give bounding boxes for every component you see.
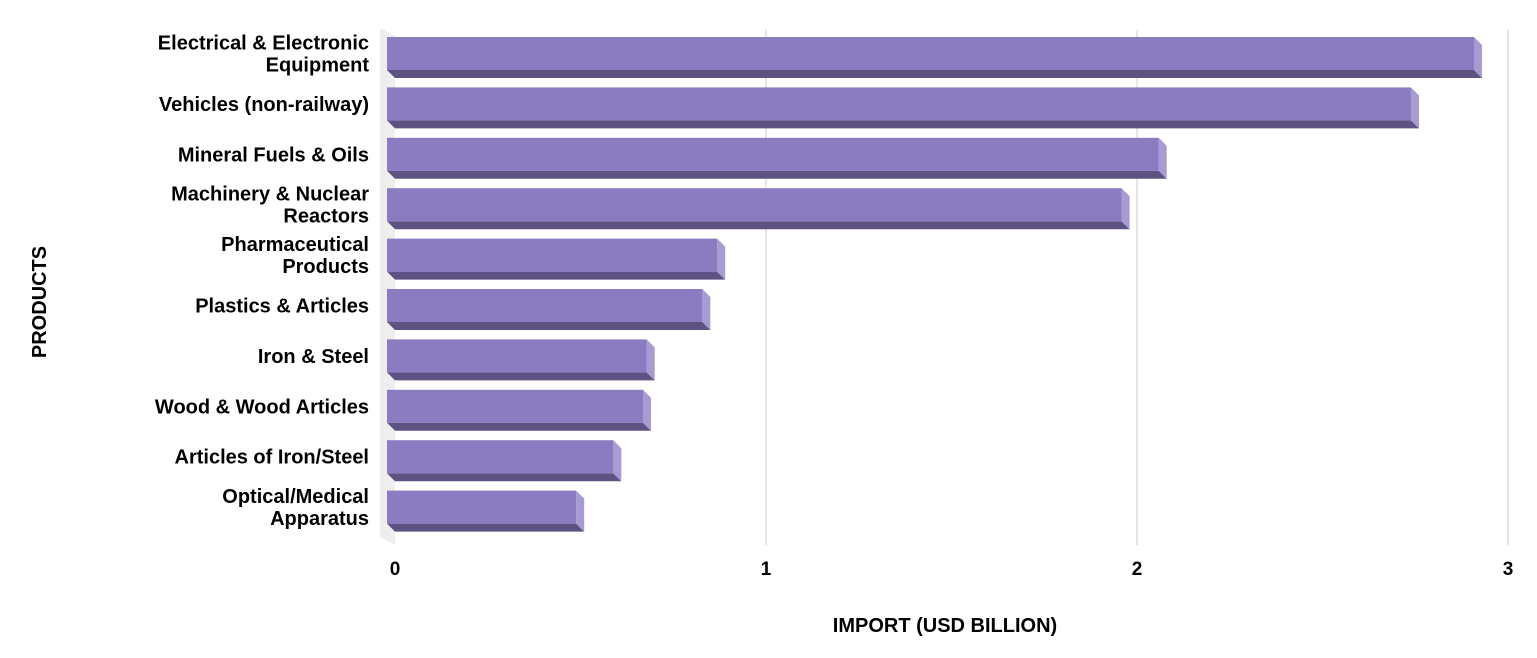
bar-bottom-face — [387, 523, 585, 532]
bar — [387, 289, 711, 330]
y-axis-title: PRODUCTS — [29, 246, 51, 358]
category-label: Mineral Fuels & Oils — [178, 144, 369, 166]
category-label: Iron & Steel — [258, 346, 369, 368]
bar-bottom-face — [387, 422, 651, 431]
bar-bottom-face — [387, 120, 1419, 129]
bar-side-face — [1158, 137, 1167, 179]
x-tick-label: 1 — [761, 559, 772, 580]
bar-front-face — [387, 440, 614, 474]
bar-front-face — [387, 389, 643, 423]
x-axis-title: IMPORT (USD BILLION) — [833, 615, 1057, 637]
category-label: Reactors — [283, 206, 369, 228]
bar — [387, 440, 622, 482]
bar-front-face — [387, 87, 1411, 121]
bar — [387, 238, 726, 280]
x-tick-label: 0 — [390, 559, 401, 580]
bar — [387, 490, 585, 532]
bar — [387, 37, 1483, 78]
category-label: Products — [282, 256, 369, 278]
x-tick-label: 3 — [1503, 559, 1514, 580]
bar-front-face — [387, 289, 703, 322]
bar — [387, 389, 651, 431]
bar-bottom-face — [387, 271, 726, 280]
category-label: Articles of Iron/Steel — [175, 447, 370, 469]
x-tick-labels: 0 1 2 3 — [390, 559, 1514, 580]
bar-bottom-face — [387, 70, 1483, 78]
bar-side-face — [1410, 87, 1419, 129]
x-tick-label: 2 — [1132, 559, 1143, 580]
bar-side-face — [717, 238, 726, 280]
bar-front-face — [387, 137, 1159, 171]
bar-side-face — [646, 339, 655, 381]
category-label: Apparatus — [270, 508, 369, 530]
bar-bottom-face — [387, 170, 1167, 179]
bar-front-face — [387, 37, 1475, 70]
category-label: Vehicles (non-railway) — [159, 94, 369, 116]
bar-bottom-face — [387, 322, 711, 330]
bar-side-face — [576, 490, 585, 532]
bar-bottom-face — [387, 372, 655, 381]
category-label: Optical/Medical — [222, 486, 369, 508]
bar-side-face — [1121, 188, 1130, 230]
bar-bottom-face — [387, 473, 622, 482]
bar — [387, 137, 1167, 179]
bar-front-face — [387, 238, 718, 272]
category-label: Wood & Wood Articles — [155, 396, 369, 418]
category-label: Equipment — [266, 55, 370, 77]
bar-front-face — [387, 490, 577, 524]
category-label: Electrical & Electronic — [158, 33, 369, 55]
category-label: Pharmaceutical — [221, 234, 369, 256]
bar — [387, 87, 1419, 129]
bar-bottom-face — [387, 221, 1130, 230]
category-label: Machinery & Nuclear — [171, 184, 369, 206]
bar-side-face — [642, 389, 651, 431]
bars — [387, 37, 1483, 532]
bar-side-face — [1474, 37, 1483, 78]
bar-front-face — [387, 339, 647, 373]
bar — [387, 188, 1130, 230]
category-label: Plastics & Articles — [195, 296, 369, 318]
bar — [387, 339, 655, 381]
bar-side-face — [613, 440, 622, 482]
bar-side-face — [702, 289, 711, 330]
bar-front-face — [387, 188, 1122, 222]
